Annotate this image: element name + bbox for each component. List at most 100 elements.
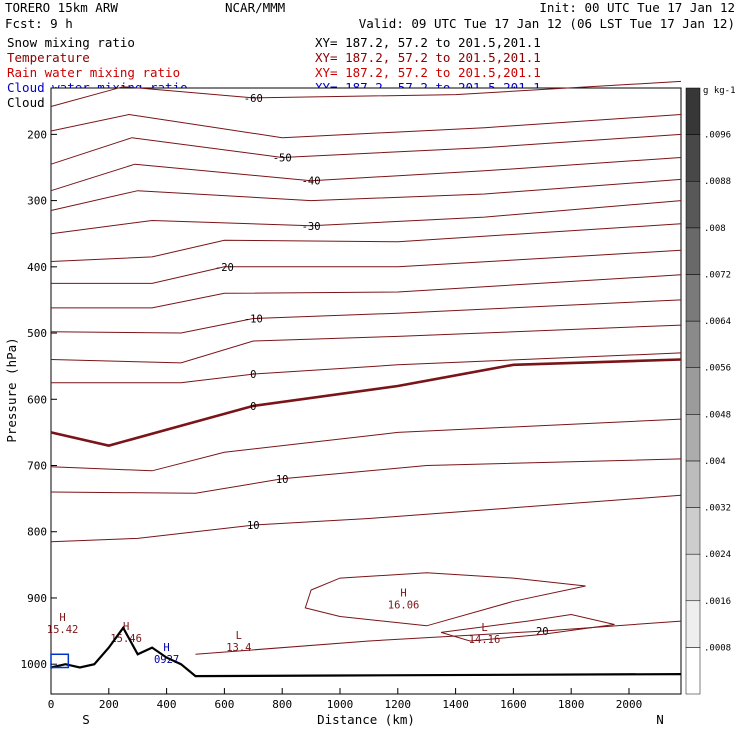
y-tick-label: 500 [27,327,47,340]
temperature-contour [50,80,682,107]
closed-contours [304,572,615,642]
extremum-type: L [481,622,487,634]
colorbar-cell [685,134,701,182]
colorbar-label: .0008 [704,643,731,653]
y-tick-label: 900 [27,592,47,605]
x-tick-label: 1800 [558,698,585,711]
legend-xy: XY= 187.2, 57.2 to 201.5,201.1 [315,35,541,50]
temperature-contour [51,274,682,309]
y-tick-label: 400 [27,261,47,274]
colorbar-label: .008 [704,224,726,234]
colorbar: .0008 .0016 .0024 .0032 .004 .0048 .0056 .0064.… [685,87,731,695]
contour-label: 10 [276,474,289,486]
contour-label: 0 [250,401,256,413]
contour-label: 10 [247,520,260,532]
extremum-value: 16.06 [388,600,420,612]
colorbar-label: .0088 [704,177,731,187]
x-tick-label: 1200 [385,698,412,711]
colorbar-cell [685,553,701,602]
extremum-type: H [123,621,129,633]
x-end-right: N [656,712,664,727]
temperature-contours: -60 -50 -40 -30 -20 -10 0 0 10 10 20 [50,80,682,655]
y-tick-label: 600 [27,393,47,406]
x-tick-label: 1600 [500,698,527,711]
legend-label: Temperature [7,50,90,65]
colorbar-cell [685,227,701,275]
colorbar-label: .0072 [704,270,731,280]
y-tick-label: 700 [27,460,47,473]
colorbar-cell [685,320,701,368]
colorbar-cell [685,460,701,508]
y-axis: 200 300 400 500 600 700 800 900 1000 [21,128,57,671]
x-axis: 0 200 400 600 800 1000 1200 1400 1600 1800 2000 [48,688,643,711]
forecast-hour: Fcst: 9 h [5,16,73,31]
x-tick-label: 200 [99,698,119,711]
extremum-type: H [163,642,169,654]
y-axis-label: Pressure (hPa) [4,337,19,442]
terrain-line [50,625,682,678]
colorbar-cell [685,367,701,415]
colorbar-label: .0064 [704,317,731,327]
colorbar-label: .0016 [704,597,731,607]
extremum-type: L [236,630,242,642]
init-time: Init: 00 UTC Tue 17 Jan 12 [539,0,735,15]
temperature-contour [50,324,682,364]
contour-label: 20 [536,626,549,638]
colorbar-cell [685,180,701,229]
x-tick-label: 2000 [616,698,643,711]
colorbar-cell [685,647,701,695]
terrain [50,625,682,678]
legend-label: Snow mixing ratio [7,35,135,50]
y-tick-label: 200 [27,128,47,141]
contour-label: -60 [244,93,263,105]
temperature-contour [50,458,682,494]
temperature-contour [51,249,682,284]
extremum-type: H [59,612,65,624]
model-title: TORERO 15km ARW [5,0,118,15]
y-tick-label: 1000 [21,658,48,671]
x-tick-label: 1000 [327,698,354,711]
colorbar-cell [685,600,701,648]
temperature-contour [195,620,682,655]
x-tick-label: 400 [157,698,177,711]
legend-xy: XY= 187.2, 57.2 to 201.5,201.1 [315,65,541,80]
cloud-water-area [50,653,70,669]
colorbar-label: .0032 [704,504,731,514]
extremum-value: 15.42 [47,624,79,636]
temperature-contour [50,418,682,472]
colorbar-cell [685,87,701,135]
closed-contour [304,572,586,627]
temperature-contour [50,200,682,235]
contour-label: -10 [244,313,263,325]
x-axis-label: Distance (km) [317,712,415,727]
temperature-contour [50,223,682,262]
legend-label: Rain water mixing ratio [7,65,180,80]
x-tick-label: 600 [214,698,234,711]
colorbar-cell [685,507,701,555]
extremum-type: H [400,588,406,600]
y-tick-label: 800 [27,526,47,539]
legend-xy: XY= 187.2, 57.2 to 201.5,201.1 [315,50,541,65]
contour-label: -40 [302,176,321,188]
x-tick-label: 1400 [442,698,469,711]
colorbar-label: .004 [704,457,726,467]
temperature-contour [50,494,682,543]
colorbar-label: .0096 [704,131,731,141]
temperature-contour [50,157,682,192]
colorbar-cell [685,274,701,322]
extremum-value: 14.16 [469,634,501,646]
temperature-contour [50,358,682,447]
y-tick-label: 300 [27,195,47,208]
colorbar-label: .0024 [704,550,731,560]
colorbar-cell [685,414,701,462]
temperature-contour [51,352,682,384]
colorbar-units: g kg-1 [703,86,736,96]
contour-label: -30 [302,221,321,233]
temperature-contour [50,299,682,334]
temperature-contour [50,178,682,211]
extremum-value: 0927 [154,654,179,666]
x-tick-label: 800 [272,698,292,711]
